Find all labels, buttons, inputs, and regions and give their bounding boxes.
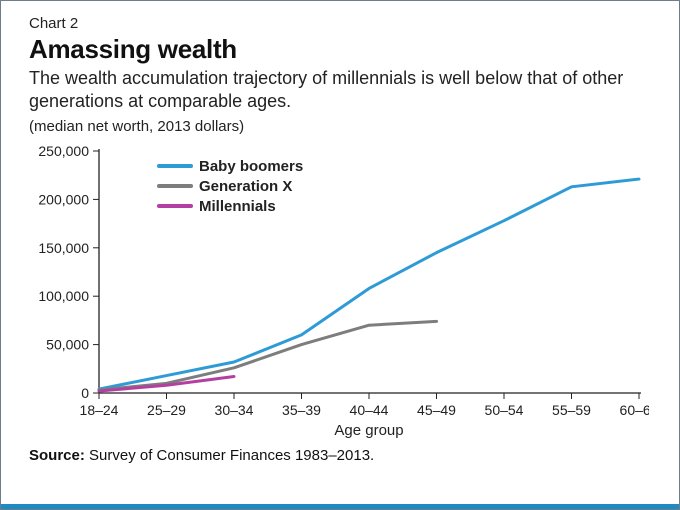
x-tick-label: 50–54 bbox=[485, 402, 524, 418]
legend-label: Generation X bbox=[199, 178, 292, 195]
chart-title: Amassing wealth bbox=[29, 34, 651, 65]
x-tick-label: 40–44 bbox=[350, 402, 389, 418]
source-label: Source: bbox=[29, 447, 85, 464]
series-line bbox=[99, 179, 639, 389]
chart-plot: 0 50,000 100,000 150,000 200,000 250,000 18–24… bbox=[29, 141, 649, 441]
y-tick-label: 150,000 bbox=[38, 240, 89, 256]
x-tick-label: 45–49 bbox=[417, 402, 456, 418]
brand-bottom-bar bbox=[1, 504, 679, 509]
x-axis-label: Age group bbox=[334, 422, 403, 439]
x-tick-label: 60–64 bbox=[620, 402, 649, 418]
y-tick-label: 50,000 bbox=[46, 337, 89, 353]
x-tick-label: 55–59 bbox=[552, 402, 591, 418]
y-tick-label: 250,000 bbox=[38, 143, 89, 159]
chart-card: Chart 2 Amassing wealth The wealth accum… bbox=[0, 0, 680, 510]
chart-units: (median net worth, 2013 dollars) bbox=[29, 118, 651, 135]
legend-label: Millennials bbox=[199, 198, 276, 215]
chart-number: Chart 2 bbox=[29, 15, 651, 32]
chart-source: Source: Survey of Consumer Finances 1983… bbox=[29, 447, 651, 464]
source-text: Survey of Consumer Finances 1983–2013. bbox=[89, 447, 374, 464]
y-tick-label: 200,000 bbox=[38, 191, 89, 207]
y-tick-label: 0 bbox=[81, 385, 89, 401]
legend-label: Baby boomers bbox=[199, 158, 303, 175]
x-tick-label: 30–34 bbox=[215, 402, 254, 418]
y-tick-label: 100,000 bbox=[38, 288, 89, 304]
line-chart-svg: 0 50,000 100,000 150,000 200,000 250,000 18–24… bbox=[29, 141, 649, 441]
x-tick-label: 25–29 bbox=[147, 402, 186, 418]
chart-subtitle: The wealth accumulation trajectory of mi… bbox=[29, 67, 651, 112]
x-tick-label: 35–39 bbox=[282, 402, 321, 418]
x-tick-label: 18–24 bbox=[80, 402, 119, 418]
